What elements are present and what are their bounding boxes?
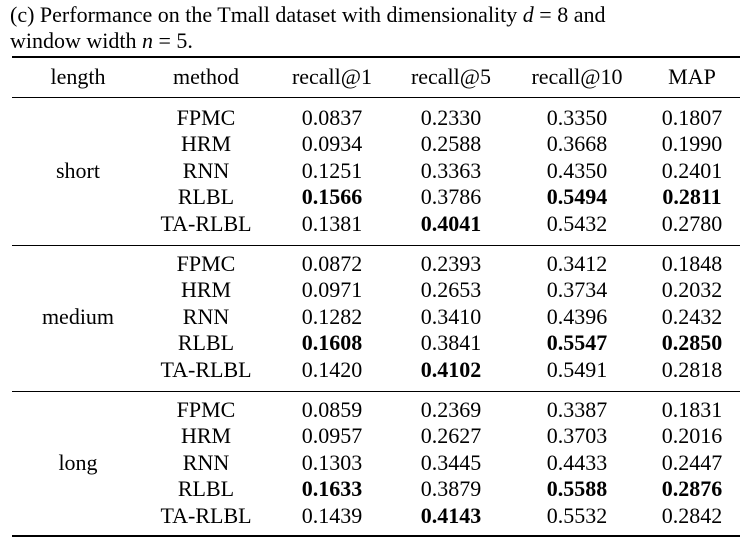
method-cell: FPMC [176, 105, 236, 130]
method-cell: TA-RLBL [160, 502, 252, 528]
method-cell: TA-RLBL [160, 210, 252, 236]
length-cell-medium: medium [41, 303, 115, 329]
map-cell: 0.2850 [661, 330, 723, 356]
group-separator-rule [12, 245, 740, 246]
recall-at-10-cell: 0.5491 [546, 356, 608, 382]
table-caption: (c) Performance on the Tmall dataset wit… [10, 2, 742, 54]
method-cell: TA-RLBL [160, 356, 252, 382]
header-recall-at-10: recall@10 [531, 64, 623, 89]
recall-at-10-cell: 0.3734 [546, 277, 608, 303]
recall-at-5-cell: 0.2653 [420, 277, 482, 303]
recall-at-5-cell: 0.3410 [420, 303, 482, 329]
recall-at-5-cell: 0.2369 [420, 397, 482, 422]
recall-at-1-cell: 0.0859 [301, 397, 363, 422]
caption-d-value: = 8 and [539, 2, 606, 27]
map-cell: 0.1807 [661, 105, 723, 130]
recall-at-10-cell: 0.5547 [546, 330, 608, 356]
method-cell: RNN [182, 449, 230, 475]
map-cell: 0.2842 [661, 502, 723, 528]
header-recall-at-5: recall@5 [410, 64, 492, 89]
caption-n-variable: n [142, 28, 153, 53]
caption-n-value: = 5. [158, 28, 193, 53]
method-cell: RNN [182, 157, 230, 183]
method-cell: HRM [180, 277, 232, 303]
table-top-rule [12, 56, 740, 58]
map-cell: 0.2016 [661, 423, 723, 449]
header-method: method [173, 64, 239, 89]
header-rule [12, 97, 740, 98]
recall-at-1-cell: 0.1633 [301, 476, 363, 502]
map-cell: 0.2447 [661, 449, 723, 475]
map-cell: 0.2811 [662, 184, 722, 210]
recall-at-1-cell: 0.1251 [301, 157, 363, 183]
length-cell-long: long [58, 449, 98, 475]
caption-d-variable: d [522, 2, 534, 27]
recall-at-5-cell: 0.3879 [420, 476, 482, 502]
map-cell: 0.2401 [661, 157, 723, 183]
length-cell-short: short [56, 157, 100, 183]
recall-at-1-cell: 0.1381 [301, 210, 363, 236]
recall-at-1-cell: 0.0872 [301, 251, 363, 276]
map-cell: 0.2876 [661, 476, 723, 502]
recall-at-10-cell: 0.3350 [546, 105, 608, 130]
recall-at-1-cell: 0.1439 [301, 502, 363, 528]
recall-at-5-cell: 0.3363 [420, 157, 482, 183]
recall-at-10-cell: 0.5532 [546, 502, 608, 528]
recall-at-1-cell: 0.0971 [301, 277, 363, 303]
recall-at-5-cell: 0.2393 [420, 251, 482, 276]
recall-at-5-cell: 0.4102 [420, 356, 482, 382]
method-cell: HRM [180, 131, 232, 157]
recall-at-1-cell: 0.0934 [301, 131, 363, 157]
caption-line2-prefix: window width [10, 28, 137, 53]
group-separator-rule [12, 391, 740, 392]
recall-at-10-cell: 0.5432 [546, 210, 608, 236]
method-cell: RLBL [177, 330, 235, 356]
method-cell: FPMC [176, 397, 236, 422]
map-cell: 0.1848 [661, 251, 723, 276]
recall-at-10-cell: 0.4350 [546, 157, 608, 183]
table-bottom-rule [12, 535, 740, 537]
header-map: MAP [668, 64, 716, 89]
map-cell: 0.2818 [661, 356, 723, 382]
recall-at-1-cell: 0.1420 [301, 356, 363, 382]
recall-at-1-cell: 0.1566 [301, 184, 363, 210]
recall-at-5-cell: 0.4143 [420, 502, 482, 528]
recall-at-5-cell: 0.2627 [420, 423, 482, 449]
recall-at-1-cell: 0.1608 [301, 330, 363, 356]
recall-at-10-cell: 0.5588 [546, 476, 608, 502]
recall-at-1-cell: 0.1282 [301, 303, 363, 329]
recall-at-1-cell: 0.0837 [301, 105, 363, 130]
map-cell: 0.1831 [661, 397, 723, 422]
recall-at-5-cell: 0.4041 [420, 210, 482, 236]
caption-prefix: (c) Performance on the Tmall dataset wit… [10, 2, 518, 27]
header-length: length [50, 64, 106, 89]
method-cell: RLBL [177, 184, 235, 210]
recall-at-1-cell: 0.1303 [301, 449, 363, 475]
recall-at-5-cell: 0.2588 [420, 131, 482, 157]
map-cell: 0.1990 [661, 131, 723, 157]
recall-at-10-cell: 0.3703 [546, 423, 608, 449]
map-cell: 0.2780 [661, 210, 723, 236]
map-cell: 0.2432 [661, 303, 723, 329]
recall-at-1-cell: 0.0957 [301, 423, 363, 449]
map-cell: 0.2032 [661, 277, 723, 303]
recall-at-10-cell: 0.3412 [546, 251, 608, 276]
recall-at-10-cell: 0.5494 [546, 184, 608, 210]
recall-at-5-cell: 0.2330 [420, 105, 482, 130]
method-cell: HRM [180, 423, 232, 449]
recall-at-10-cell: 0.4433 [546, 449, 608, 475]
recall-at-5-cell: 0.3841 [420, 330, 482, 356]
recall-at-5-cell: 0.3786 [420, 184, 482, 210]
method-cell: RLBL [177, 476, 235, 502]
method-cell: FPMC [176, 251, 236, 276]
recall-at-5-cell: 0.3445 [420, 449, 482, 475]
header-recall-at-1: recall@1 [291, 64, 373, 89]
method-cell: RNN [182, 303, 230, 329]
recall-at-10-cell: 0.3668 [546, 131, 608, 157]
recall-at-10-cell: 0.4396 [546, 303, 608, 329]
recall-at-10-cell: 0.3387 [546, 397, 608, 422]
